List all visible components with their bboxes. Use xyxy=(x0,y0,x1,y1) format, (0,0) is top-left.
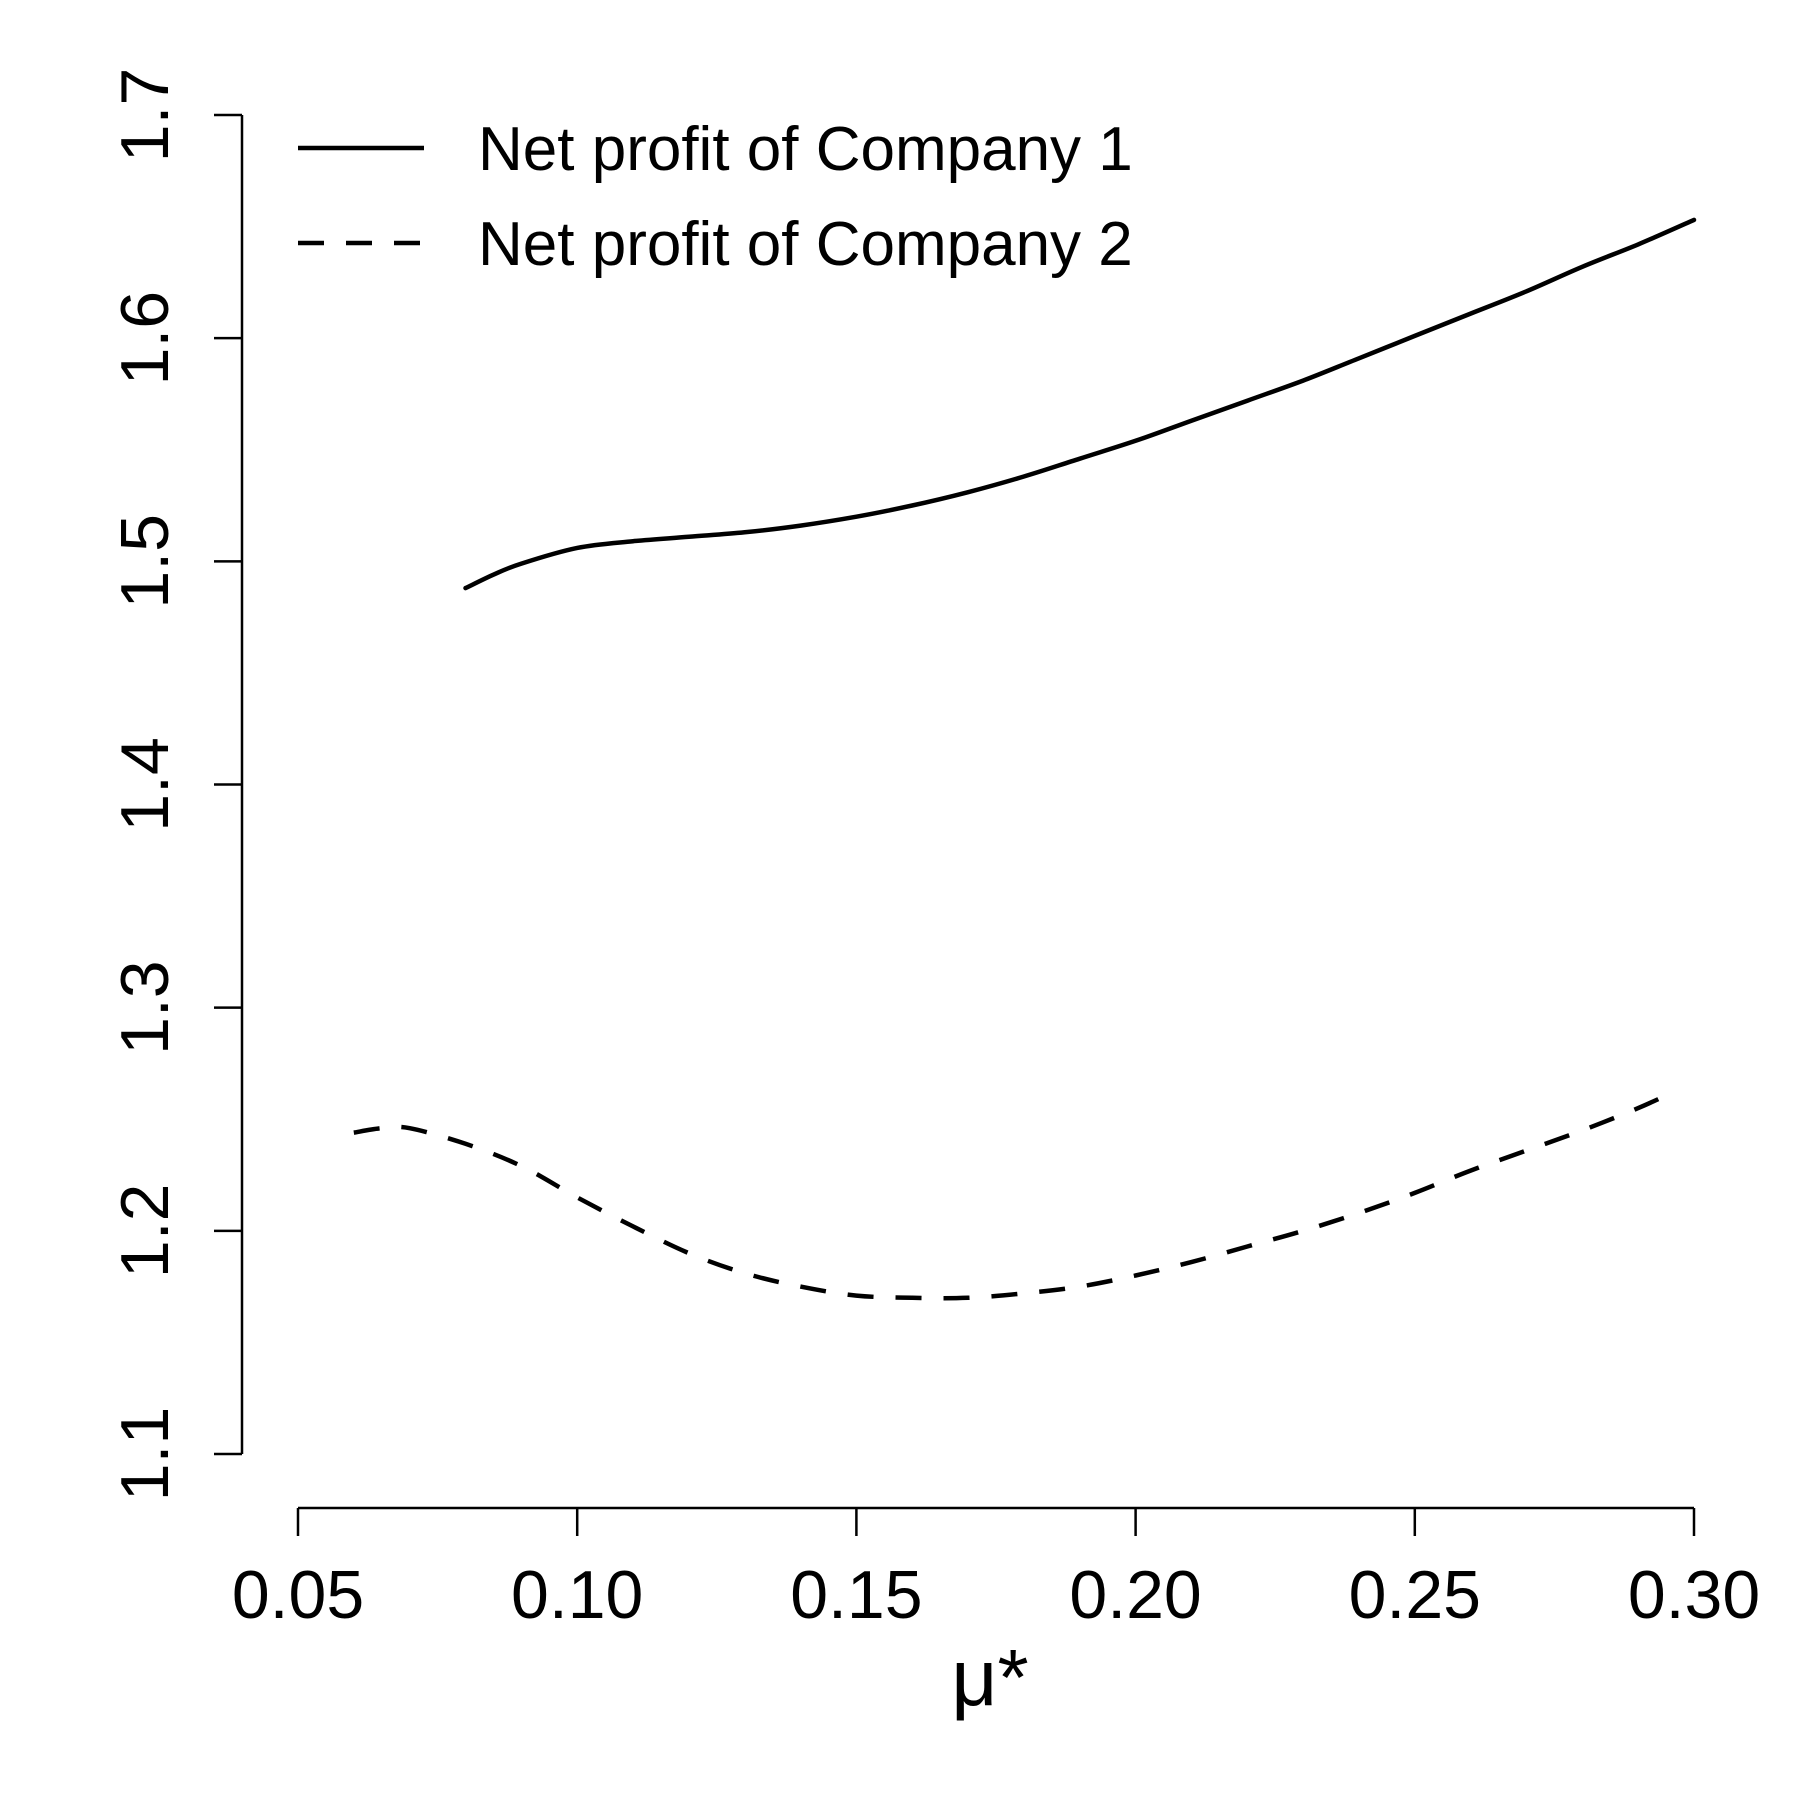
y-tick-label-0: 1.1 xyxy=(107,1407,183,1502)
y-tick-label-6: 1.7 xyxy=(107,68,183,163)
x-tick-label-0: 0.05 xyxy=(232,1557,364,1633)
y-tick-label-5: 1.6 xyxy=(107,291,183,386)
series-layer xyxy=(353,217,1697,1301)
x-tick-label-5: 0.30 xyxy=(1628,1557,1760,1633)
y-axis: 1.1 1.2 1.3 1.4 1.5 1.6 1.7 xyxy=(107,68,244,1502)
x-tick-label-4: 0.25 xyxy=(1349,1557,1481,1633)
y-tick-label-2: 1.3 xyxy=(107,960,183,1055)
x-axis-title: μ* xyxy=(951,1633,1028,1722)
series-line-company-1 xyxy=(463,217,1697,591)
x-axis: 0.05 0.10 0.15 0.20 0.25 0.30 xyxy=(232,1506,1760,1633)
x-tick-label-1: 0.10 xyxy=(511,1557,643,1633)
x-tick-label-2: 0.15 xyxy=(790,1557,922,1633)
y-tick-label-1: 1.2 xyxy=(107,1184,183,1279)
legend: Net profit of Company 1 Net profit of Com… xyxy=(298,115,1133,279)
legend-label-company-2: Net profit of Company 2 xyxy=(478,210,1133,279)
series-line-company-2 xyxy=(353,1088,1679,1301)
legend-label-company-1: Net profit of Company 1 xyxy=(478,115,1133,184)
y-tick-label-4: 1.5 xyxy=(107,514,183,609)
y-tick-label-3: 1.4 xyxy=(107,737,183,832)
x-tick-label-3: 0.20 xyxy=(1069,1557,1201,1633)
